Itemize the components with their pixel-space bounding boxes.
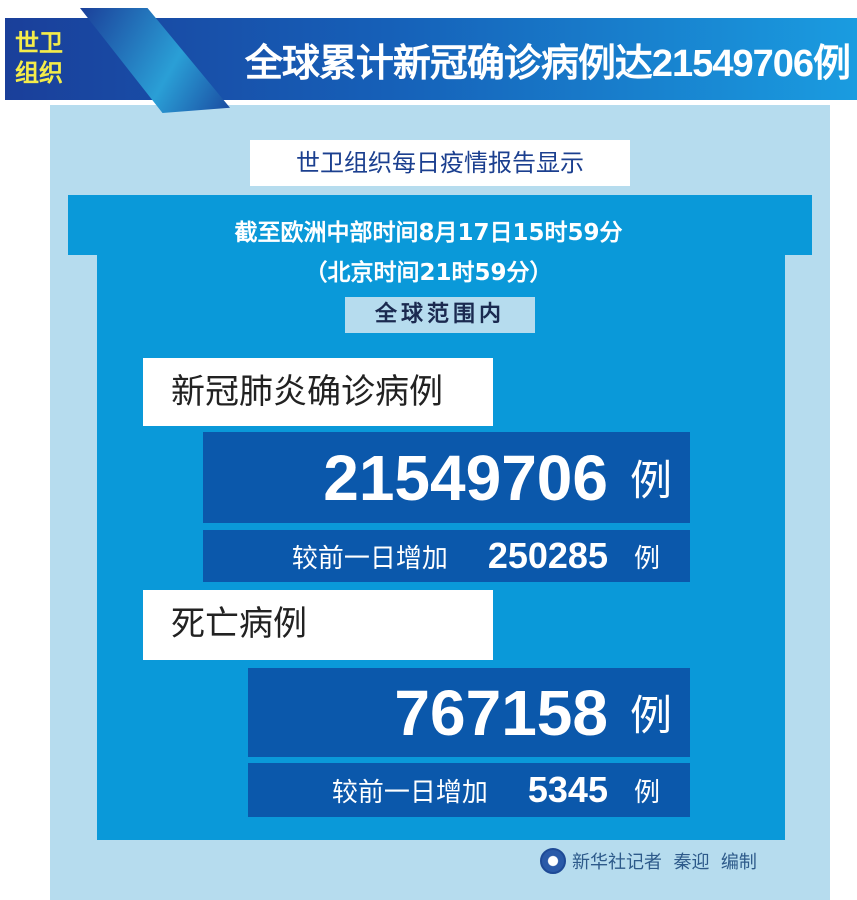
page-title: 全球累计新冠确诊病例达21549706例 [244, 43, 851, 85]
confirmed-label: 新冠肺炎确诊病例 [143, 358, 493, 426]
deaths-unit: 例 [629, 691, 672, 740]
deaths-label: 死亡病例 [143, 590, 493, 660]
deaths-increase-box: 较前一日增加 5345 例 [248, 763, 690, 817]
scope-label: 全球范围内 [345, 297, 535, 333]
credit-text: 新华社记者 秦迎 编制 [572, 852, 757, 873]
confirmed-total-box: 21549706 例 [203, 432, 690, 523]
deaths-total-box: 767158 例 [248, 668, 690, 757]
time-line1: 截至欧洲中部时间8月17日15时59分 [234, 220, 623, 246]
confirmed-unit: 例 [629, 456, 672, 505]
confirmed-increase-unit: 例 [633, 543, 660, 574]
confirmed-increase-box: 较前一日增加 250285 例 [203, 530, 690, 582]
time-line2: （北京时间21时59分） [304, 260, 553, 286]
deaths-increase-label: 较前一日增加 [331, 777, 488, 808]
deaths-total: 767158 [394, 676, 608, 749]
confirmed-total: 21549706 [323, 441, 608, 514]
credit: 新华社记者 秦迎 编制 [540, 848, 757, 874]
xinhua-logo-icon [540, 848, 566, 874]
badge-line1: 世卫 [15, 29, 63, 57]
confirmed-increase: 250285 [487, 535, 608, 576]
time-bar [68, 195, 812, 255]
deaths-increase: 5345 [527, 769, 608, 810]
confirmed-increase-label: 较前一日增加 [291, 543, 448, 574]
badge-line2: 组织 [15, 59, 63, 87]
deaths-increase-unit: 例 [633, 777, 660, 808]
who-badge: 世卫 组织 [15, 28, 75, 88]
subtitle: 世卫组织每日疫情报告显示 [250, 140, 630, 186]
